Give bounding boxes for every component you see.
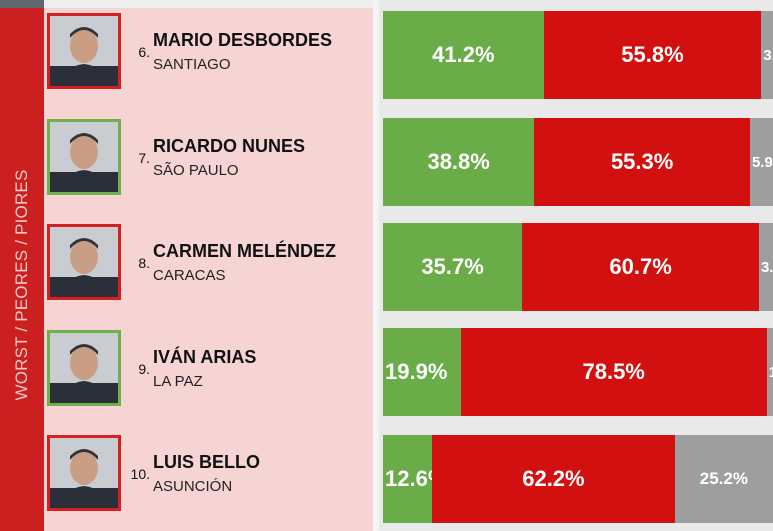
bar-segment-disapprove: 62.2% xyxy=(432,435,675,523)
names-panel-cap xyxy=(44,0,373,8)
list-item: 8. CARMEN MELÉNDEZ CARACAS xyxy=(44,222,373,306)
bar-segment-no-answer: 3.0% xyxy=(761,11,773,99)
bar-segment-approve: 35.7% xyxy=(383,223,523,311)
portrait-avatar xyxy=(47,13,121,89)
data-label: 35.7% xyxy=(421,254,484,279)
stacked-bar: 19.9% 78.5% 1.6% xyxy=(383,328,773,416)
bar-segment-no-answer: 25.2% xyxy=(674,435,773,523)
mayor-name: RICARDO NUNES xyxy=(153,136,306,156)
rank-number: 7. xyxy=(138,150,150,166)
data-label: 25.2% xyxy=(699,469,748,488)
list-item: 7. RICARDO NUNES SÃO PAULO xyxy=(44,117,373,201)
stacked-bar: 35.7% 60.7% 3.6% xyxy=(383,223,773,311)
bar-segment-disapprove: 78.5% xyxy=(460,328,767,416)
bar-segment-approve: 38.8% xyxy=(383,118,535,206)
data-label: 3.6% xyxy=(760,258,773,276)
data-label: 19.9% xyxy=(385,359,448,384)
sidebar-cap xyxy=(0,0,44,8)
mayor-name: CARMEN MELÉNDEZ xyxy=(153,241,336,261)
sidebar-label: WORST / PEORES / PIORES xyxy=(12,169,31,401)
city-name: LA PAZ xyxy=(153,373,203,390)
stacked-bar: 41.2% 55.8% 3.0% xyxy=(383,11,773,99)
bar-segment-disapprove: 60.7% xyxy=(522,223,759,311)
mayor-name: LUIS BELLO xyxy=(153,452,260,472)
mayor-name: IVÁN ARIAS xyxy=(153,347,257,367)
portrait-avatar xyxy=(47,435,121,511)
data-label: 78.5% xyxy=(582,359,645,384)
rank-number: 6. xyxy=(138,44,150,60)
portrait-avatar xyxy=(47,119,121,195)
bar-segment-approve: 12.6% xyxy=(383,435,433,523)
mayor-name: MARIO DESBORDES xyxy=(153,30,333,50)
sidebar: WORST / PEORES / PIORES xyxy=(0,0,44,531)
data-label: 60.7% xyxy=(609,254,672,279)
list-item: 9. IVÁN ARIAS LA PAZ xyxy=(44,328,373,412)
rank-number: 9. xyxy=(138,361,150,377)
city-name: SÃO PAULO xyxy=(153,162,239,179)
data-label: 55.3% xyxy=(610,149,674,174)
data-label: 5.9% xyxy=(751,153,773,171)
bar-segment-no-answer: 1.6% xyxy=(766,328,773,416)
stacked-bar: 12.6% 62.2% 25.2% xyxy=(383,435,773,523)
city-name: SANTIAGO xyxy=(153,56,231,73)
city-name: ASUNCIÓN xyxy=(153,478,233,495)
data-label: 62.2% xyxy=(522,466,585,491)
data-label: 41.2% xyxy=(432,42,495,67)
bar-segment-no-answer: 5.9% xyxy=(749,118,773,206)
bar-segment-approve: 41.2% xyxy=(383,11,544,99)
bar-segment-approve: 19.9% xyxy=(383,328,461,416)
bar-segment-disapprove: 55.8% xyxy=(543,11,762,99)
data-label: 1.6% xyxy=(768,363,773,381)
portrait-avatar xyxy=(47,224,121,300)
data-label: 38.8% xyxy=(427,149,490,174)
bar-segment-disapprove: 55.3% xyxy=(534,118,750,206)
data-label: 3.0% xyxy=(763,46,773,64)
bar-segment-no-answer: 3.6% xyxy=(758,223,773,311)
portrait-avatar xyxy=(47,330,121,406)
list-item: 6. MARIO DESBORDES SANTIAGO xyxy=(44,11,373,95)
panel-divider xyxy=(373,0,379,531)
rank-number: 8. xyxy=(138,255,150,271)
city-name: CARACAS xyxy=(153,267,226,284)
data-label: 55.8% xyxy=(621,42,684,67)
data-label: 12.6% xyxy=(385,466,432,491)
list-item: 10. LUIS BELLO ASUNCIÓN xyxy=(44,433,373,517)
rank-number: 10. xyxy=(130,466,150,482)
stacked-bar: 38.8% 55.3% 5.9% xyxy=(383,118,773,206)
